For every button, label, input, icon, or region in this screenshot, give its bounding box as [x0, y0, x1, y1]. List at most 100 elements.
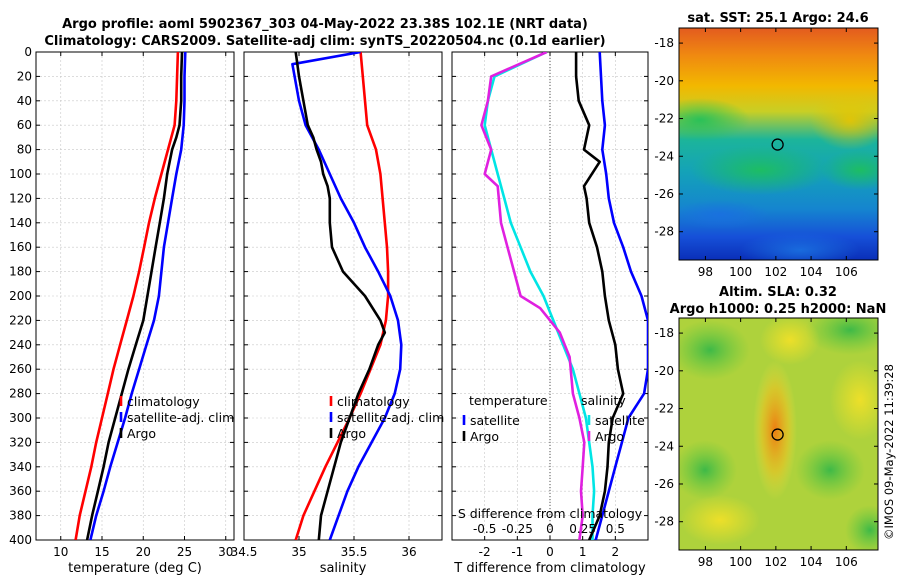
x-tick-label: 0	[546, 545, 554, 559]
series-line-climatology	[74, 52, 180, 540]
map-x-tick-label: 98	[698, 555, 713, 569]
series-line-s-satellite	[594, 52, 648, 540]
y-tick-label: 220	[9, 313, 32, 327]
imos-timestamp-watermark: ©IMOS 09-May-2022 11:39:28	[882, 364, 896, 540]
salinity-profile-panel: 34.5 35 35.5 36 salinity climatologysatellite…	[231, 51, 444, 576]
y-tick-label: 400	[9, 533, 32, 547]
sla-map-title-line2: Argo h1000: 0.25 h2000: NaN	[670, 302, 887, 317]
sst-map-title: sat. SST: 25.1 Argo: 24.6	[687, 11, 868, 26]
x2-tick-label: 0.25	[569, 522, 596, 536]
legend-salinity-title: salinity	[581, 393, 626, 408]
x2-tick-label: -0.5	[473, 522, 496, 536]
y-tick-label: 260	[9, 362, 32, 376]
sla-map-panel: 98 100 102 104 106 -18 -20 -22 -24 -26 -28 Altim. …	[654, 285, 887, 569]
series-line-climatology	[294, 52, 390, 540]
x-tick-label: -2	[479, 545, 491, 559]
map-y-tick-label: -22	[654, 112, 674, 126]
x2-tick-label: -0.25	[502, 522, 533, 536]
series-line-t-argo	[480, 52, 586, 540]
y-tick-label: 360	[9, 484, 32, 498]
series-line-satellite-adj-clim	[89, 52, 187, 540]
y-tick-label: 0	[24, 45, 32, 59]
legend-temperature-title: temperature	[469, 393, 548, 408]
sla-map-title-line1: Altim. SLA: 0.32	[719, 285, 837, 300]
series-group	[291, 52, 403, 540]
legend-entry: satellite	[470, 413, 520, 428]
x-tick-label: 10	[53, 545, 68, 559]
y-tick-label: 60	[17, 118, 32, 132]
x-tick-label: 35	[291, 545, 306, 559]
x-tick-label: 34.5	[231, 545, 258, 559]
series-line-argo	[294, 52, 387, 540]
x-tick-label: 15	[94, 545, 109, 559]
map-x-tick-label: 98	[698, 265, 713, 279]
map-y-tick-label: -18	[654, 326, 674, 340]
map-x-tick-label: 104	[800, 555, 823, 569]
map-x-tick-label: 102	[764, 265, 787, 279]
x-axis-label: T difference from climatology	[453, 561, 646, 576]
figure-title-line1: Argo profile: aoml 5902367_303 04-May-20…	[62, 17, 588, 32]
legend-entry: satellite-adj. clim	[337, 410, 444, 425]
sst-argo-location-marker	[771, 138, 784, 151]
map-y-tick-label: -26	[654, 477, 674, 491]
series-line-s-argo	[574, 52, 625, 540]
legend-entry: satellite-adj. clim	[127, 410, 234, 425]
map-y-tick-label: -18	[654, 36, 674, 50]
map-y-tick-label: -28	[654, 515, 674, 529]
y-tick-label: 160	[9, 240, 32, 254]
y-tick-label: 320	[9, 435, 32, 449]
y-tick-label: 20	[17, 69, 32, 83]
x-tick-label: 35.5	[341, 545, 368, 559]
series-line-satellite-adj-clim	[291, 52, 403, 540]
x-tick-label: 2	[612, 545, 620, 559]
y-tick-label: 140	[9, 216, 32, 230]
y-tick-label: 240	[9, 338, 32, 352]
sst-map-panel: 98 100 102 104 106 -18 -20 -22 -24 -26 -28 sat. SS…	[654, 11, 879, 279]
sst-map-image	[679, 28, 878, 260]
y-tick-label: 200	[9, 289, 32, 303]
temperature-profile-panel: 0 20 40 60 80 100 120 140 160 180 200 220 240 260 280 3…	[9, 45, 235, 576]
map-x-tick-label: 104	[800, 265, 823, 279]
map-x-tick-label: 106	[835, 265, 858, 279]
y-tick-label: 340	[9, 460, 32, 474]
legend-entry: climatology	[337, 394, 410, 409]
map-y-tick-label: -20	[654, 364, 674, 378]
series-line-argo	[85, 52, 184, 540]
y-tick-label: 120	[9, 191, 32, 205]
legend-entry: satellite	[595, 413, 645, 428]
series-line-t-satellite	[483, 52, 596, 540]
map-y-tick-label: -24	[654, 149, 674, 163]
x-axis-label: temperature (deg C)	[68, 561, 202, 576]
x-tick-label: 30	[218, 545, 233, 559]
legend-entry: Argo	[595, 429, 624, 444]
x-axis-label: salinity	[320, 561, 367, 576]
x2-axis-label: S difference from climatology	[458, 506, 643, 521]
difference-profile-panel: -2 -1 0 1 2 T difference from climatology temp…	[451, 51, 649, 576]
legend-entry: Argo	[470, 429, 499, 444]
map-x-tick-label: 106	[835, 555, 858, 569]
map-y-tick-label: -24	[654, 439, 674, 453]
x-tick-label: 20	[136, 545, 151, 559]
x-tick-label: 36	[401, 545, 416, 559]
y-tick-label: 380	[9, 509, 32, 523]
y-tick-label: 40	[17, 94, 32, 108]
y-tick-label: 300	[9, 411, 32, 425]
y-tick-label: 280	[9, 387, 32, 401]
legend-entry: climatology	[127, 394, 200, 409]
map-x-tick-label: 102	[764, 555, 787, 569]
x-tick-label: 1	[579, 545, 587, 559]
map-y-tick-label: -28	[654, 225, 674, 239]
series-group	[480, 52, 648, 540]
series-group	[74, 52, 187, 540]
x-tick-label: 25	[177, 545, 192, 559]
map-x-tick-label: 100	[729, 555, 752, 569]
map-y-tick-label: -20	[654, 74, 674, 88]
y-tick-label: 180	[9, 265, 32, 279]
map-x-tick-label: 100	[729, 265, 752, 279]
legend-entry: Argo	[127, 426, 156, 441]
x2-tick-label: 0	[546, 522, 554, 536]
map-y-tick-label: -26	[654, 187, 674, 201]
sla-argo-location-marker	[771, 428, 784, 441]
sla-map-image	[679, 318, 878, 550]
